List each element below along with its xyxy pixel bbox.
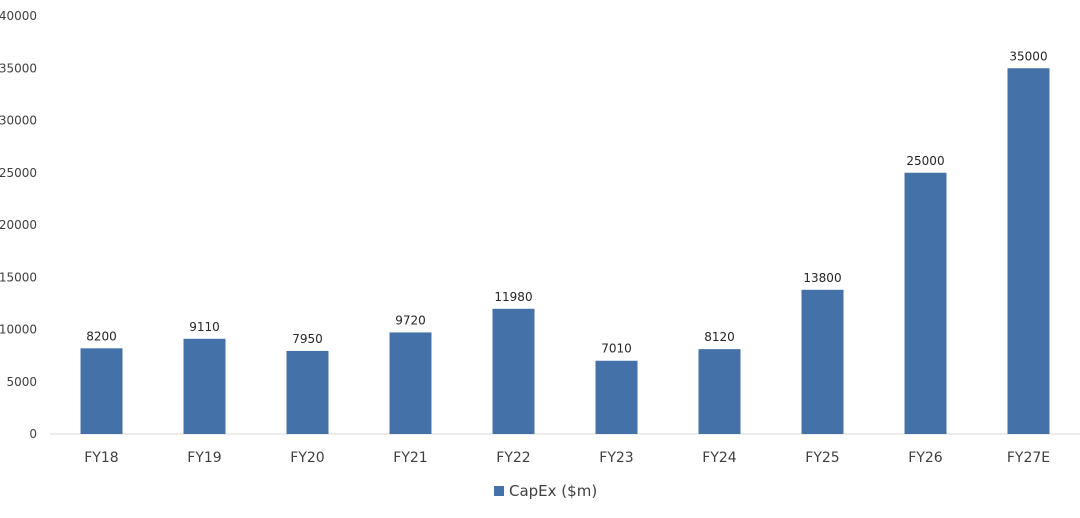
data-label-fy22: 11980 <box>494 290 532 304</box>
x-tick-label-fy23: FY23 <box>599 450 633 466</box>
y-tick-label: 40000 <box>0 9 37 23</box>
x-tick-label-fy25: FY25 <box>805 450 839 466</box>
bar-fy18 <box>80 348 123 434</box>
bar-fy26 <box>904 172 947 434</box>
bar-fy22 <box>492 308 535 434</box>
data-label-fy21: 9720 <box>395 313 426 327</box>
data-label-fy24: 8120 <box>704 330 735 344</box>
y-axis-ticks: 0 5000 10000 15000 20000 25000 30000 35000 40000 <box>0 9 37 441</box>
x-tick-label-fy20: FY20 <box>290 450 324 466</box>
data-label-fy20: 7950 <box>292 332 323 346</box>
bar-fy27e <box>1007 68 1050 434</box>
data-label-fy23: 7010 <box>601 342 632 356</box>
legend-label-capex: CapEx ($m) <box>509 482 597 500</box>
x-tick-label-fy21: FY21 <box>393 450 427 466</box>
data-labels: 8200 9110 7950 9720 11980 7010 8120 13800 25000 3… <box>86 49 1047 355</box>
x-tick-label-fy19: FY19 <box>187 450 221 466</box>
x-tick-label-fy18: FY18 <box>84 450 118 466</box>
y-tick-label: 10000 <box>0 323 37 337</box>
y-tick-label: 20000 <box>0 218 37 232</box>
x-tick-label-fy24: FY24 <box>702 450 737 466</box>
legend: CapEx ($m) <box>494 482 597 500</box>
x-axis-category-labels: FY18 FY19 FY20 FY21 FY22 FY23 FY24 FY25 FY26 FY27… <box>84 450 1050 466</box>
y-tick-label: 0 <box>29 427 37 441</box>
data-label-fy26: 25000 <box>906 154 944 168</box>
y-tick-label: 15000 <box>0 270 37 284</box>
x-tick-label-fy26: FY26 <box>908 450 943 466</box>
bar-fy25 <box>801 289 844 434</box>
bar-fy24 <box>698 349 741 434</box>
y-tick-label: 25000 <box>0 166 37 180</box>
bar-fy20 <box>286 350 329 434</box>
y-tick-label: 30000 <box>0 114 37 128</box>
data-label-fy19: 9110 <box>189 320 220 334</box>
bars <box>80 68 1050 434</box>
bar-fy23 <box>595 360 638 434</box>
bar-fy19 <box>183 338 226 434</box>
legend-swatch-capex <box>494 486 504 496</box>
y-tick-label: 35000 <box>0 61 37 75</box>
data-label-fy27e: 35000 <box>1009 49 1047 63</box>
data-label-fy18: 8200 <box>86 329 117 343</box>
bar-fy21 <box>389 332 432 434</box>
x-tick-label-fy27e: FY27E <box>1007 450 1050 466</box>
y-tick-label: 5000 <box>6 375 37 389</box>
x-tick-label-fy22: FY22 <box>496 450 530 466</box>
data-label-fy25: 13800 <box>803 271 841 285</box>
